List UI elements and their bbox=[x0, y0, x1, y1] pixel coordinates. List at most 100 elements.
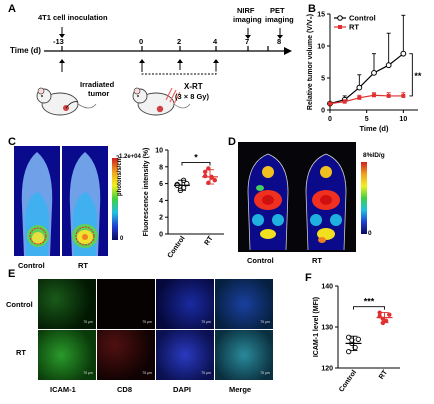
xrt-bracket bbox=[141, 70, 217, 75]
if-control-dapi: 75 μm bbox=[156, 279, 214, 329]
panel-b-chart: 0 5 10 15 0 5 10 Time (d) Relative tumor volume … bbox=[307, 12, 422, 134]
dot-point-rt bbox=[383, 318, 389, 324]
dot-point-rt bbox=[377, 310, 382, 315]
panel-label-e: E bbox=[8, 268, 16, 280]
day-2: 2 bbox=[177, 37, 182, 46]
panel-label-a: A bbox=[8, 3, 16, 15]
b-point-rt bbox=[328, 101, 332, 106]
b-ylabel: Relative tumor volume (V/V₀) bbox=[307, 14, 314, 110]
dot-sig-star: * bbox=[194, 152, 198, 162]
b-point-control bbox=[400, 50, 407, 57]
b-point-control bbox=[356, 84, 363, 91]
pet-label-2: imaging bbox=[265, 15, 294, 24]
nirf-image-rt bbox=[62, 146, 108, 256]
dot-xtick-label: Control bbox=[338, 369, 358, 393]
pet-mouse-rt bbox=[305, 153, 347, 251]
dot-point-control bbox=[349, 337, 355, 343]
b-point-rt bbox=[386, 93, 391, 98]
dot-ytick-label: 120 bbox=[321, 366, 333, 373]
pet-label-rt: RT bbox=[312, 256, 322, 265]
b-legend-label: Control bbox=[349, 14, 376, 23]
b-xtick-label: 0 bbox=[328, 116, 332, 123]
pet-images-bg bbox=[238, 142, 356, 252]
pet-mouse-control bbox=[247, 153, 289, 251]
panel-label-d: D bbox=[228, 136, 236, 148]
dot-point-control bbox=[355, 336, 361, 342]
nirf-colorbar bbox=[112, 158, 118, 240]
dot-point-rt bbox=[387, 312, 392, 317]
day-minus13: -13 bbox=[53, 37, 64, 46]
panel-label-c: C bbox=[8, 136, 16, 148]
pet-cbar-max: 8%ID/g bbox=[363, 152, 385, 159]
dot-xtick-label: RT bbox=[378, 369, 390, 381]
dot-ytick-label: 130 bbox=[321, 325, 333, 332]
dot-point-control bbox=[352, 344, 358, 351]
b-legend-marker bbox=[338, 25, 342, 29]
timeline-axis-label: Time (d) bbox=[10, 46, 41, 55]
b-point-rt bbox=[357, 95, 362, 100]
b-sig-bracket bbox=[409, 53, 413, 97]
mouse-illustration-1 bbox=[36, 87, 97, 116]
dot-xtick-label: RT bbox=[204, 235, 216, 247]
dot-ytick-label: 0 bbox=[159, 232, 163, 239]
b-ytick-label: 15 bbox=[317, 12, 325, 19]
inoculation-label: 4T1 cell inoculation bbox=[38, 13, 108, 22]
nirf-label-1: NIRF bbox=[237, 6, 255, 15]
b-point-rt bbox=[401, 93, 406, 98]
dot-point-rt bbox=[203, 169, 208, 175]
nirf-cbar-max: 1.2e+04 bbox=[119, 154, 141, 160]
nirf-label-2: imaging bbox=[233, 15, 262, 24]
panel-label-b: B bbox=[308, 3, 316, 15]
dot-point-rt bbox=[212, 178, 217, 183]
day-4: 4 bbox=[213, 37, 218, 46]
dot-sig-bracket bbox=[181, 162, 211, 166]
irradiated-label-2: tumor bbox=[88, 89, 110, 98]
dot-point-rt bbox=[203, 173, 208, 179]
if-col-merge: Merge bbox=[229, 385, 252, 394]
if-control-icam1: 75 μm bbox=[38, 279, 96, 329]
pet-cbar-min: 0 bbox=[368, 230, 372, 237]
b-point-rt bbox=[372, 93, 376, 98]
b-xlabel: Time (d) bbox=[359, 124, 389, 133]
dot-ylabel: ICAM-1 level (MFI) bbox=[313, 297, 320, 357]
if-control-cd8: 75 μm bbox=[97, 279, 155, 329]
nirf-label-rt: RT bbox=[78, 261, 88, 270]
if-rt-merge: 75 μm bbox=[215, 330, 273, 380]
xrt-dose-label: (3 × 8 Gy) bbox=[175, 92, 209, 101]
if-col-cd8: CD8 bbox=[117, 385, 133, 394]
if-col-dapi: DAPI bbox=[173, 385, 191, 394]
b-point-control bbox=[385, 62, 392, 69]
nirf-label-control: Control bbox=[18, 261, 45, 270]
if-rt-dapi: 75 μm bbox=[156, 330, 214, 380]
b-point-rt bbox=[342, 99, 347, 104]
dot-ytick-label: 8 bbox=[159, 164, 163, 171]
dot-ytick-label: 140 bbox=[321, 284, 333, 291]
b-xtick-label: 10 bbox=[399, 116, 407, 123]
b-point-control bbox=[371, 69, 377, 76]
irradiated-label-1: Irradiated bbox=[80, 80, 115, 89]
if-row-label-control: Control bbox=[6, 300, 33, 309]
b-sig-star: ** bbox=[414, 71, 422, 81]
dot-ytick-label: 10 bbox=[155, 148, 163, 155]
dot-sig-bracket bbox=[353, 306, 385, 310]
pet-colorbar bbox=[361, 162, 367, 234]
xrt-label: X-RT bbox=[184, 82, 203, 91]
nirf-cbar-min: 0 bbox=[120, 236, 124, 242]
pet-label-control: Control bbox=[247, 256, 274, 265]
b-legend-label: RT bbox=[349, 23, 359, 32]
day-8: 8 bbox=[277, 37, 282, 46]
nirf-cbar-unit: photons/s/cm² bbox=[117, 154, 123, 196]
day-7: 7 bbox=[245, 37, 250, 46]
b-legend-marker bbox=[337, 15, 343, 21]
timeline-graphics bbox=[36, 27, 292, 116]
dot-xtick-label: Control bbox=[167, 235, 187, 259]
nirf-image-control bbox=[14, 146, 60, 256]
b-ytick-label: 10 bbox=[317, 44, 325, 51]
b-series-line-1 bbox=[329, 94, 404, 105]
panel-label-f: F bbox=[305, 272, 312, 284]
dot-sig-star: *** bbox=[364, 297, 375, 307]
if-control-merge: 75 μm bbox=[215, 279, 273, 329]
day-0: 0 bbox=[139, 37, 144, 46]
dot-ytick-label: 2 bbox=[159, 215, 163, 222]
